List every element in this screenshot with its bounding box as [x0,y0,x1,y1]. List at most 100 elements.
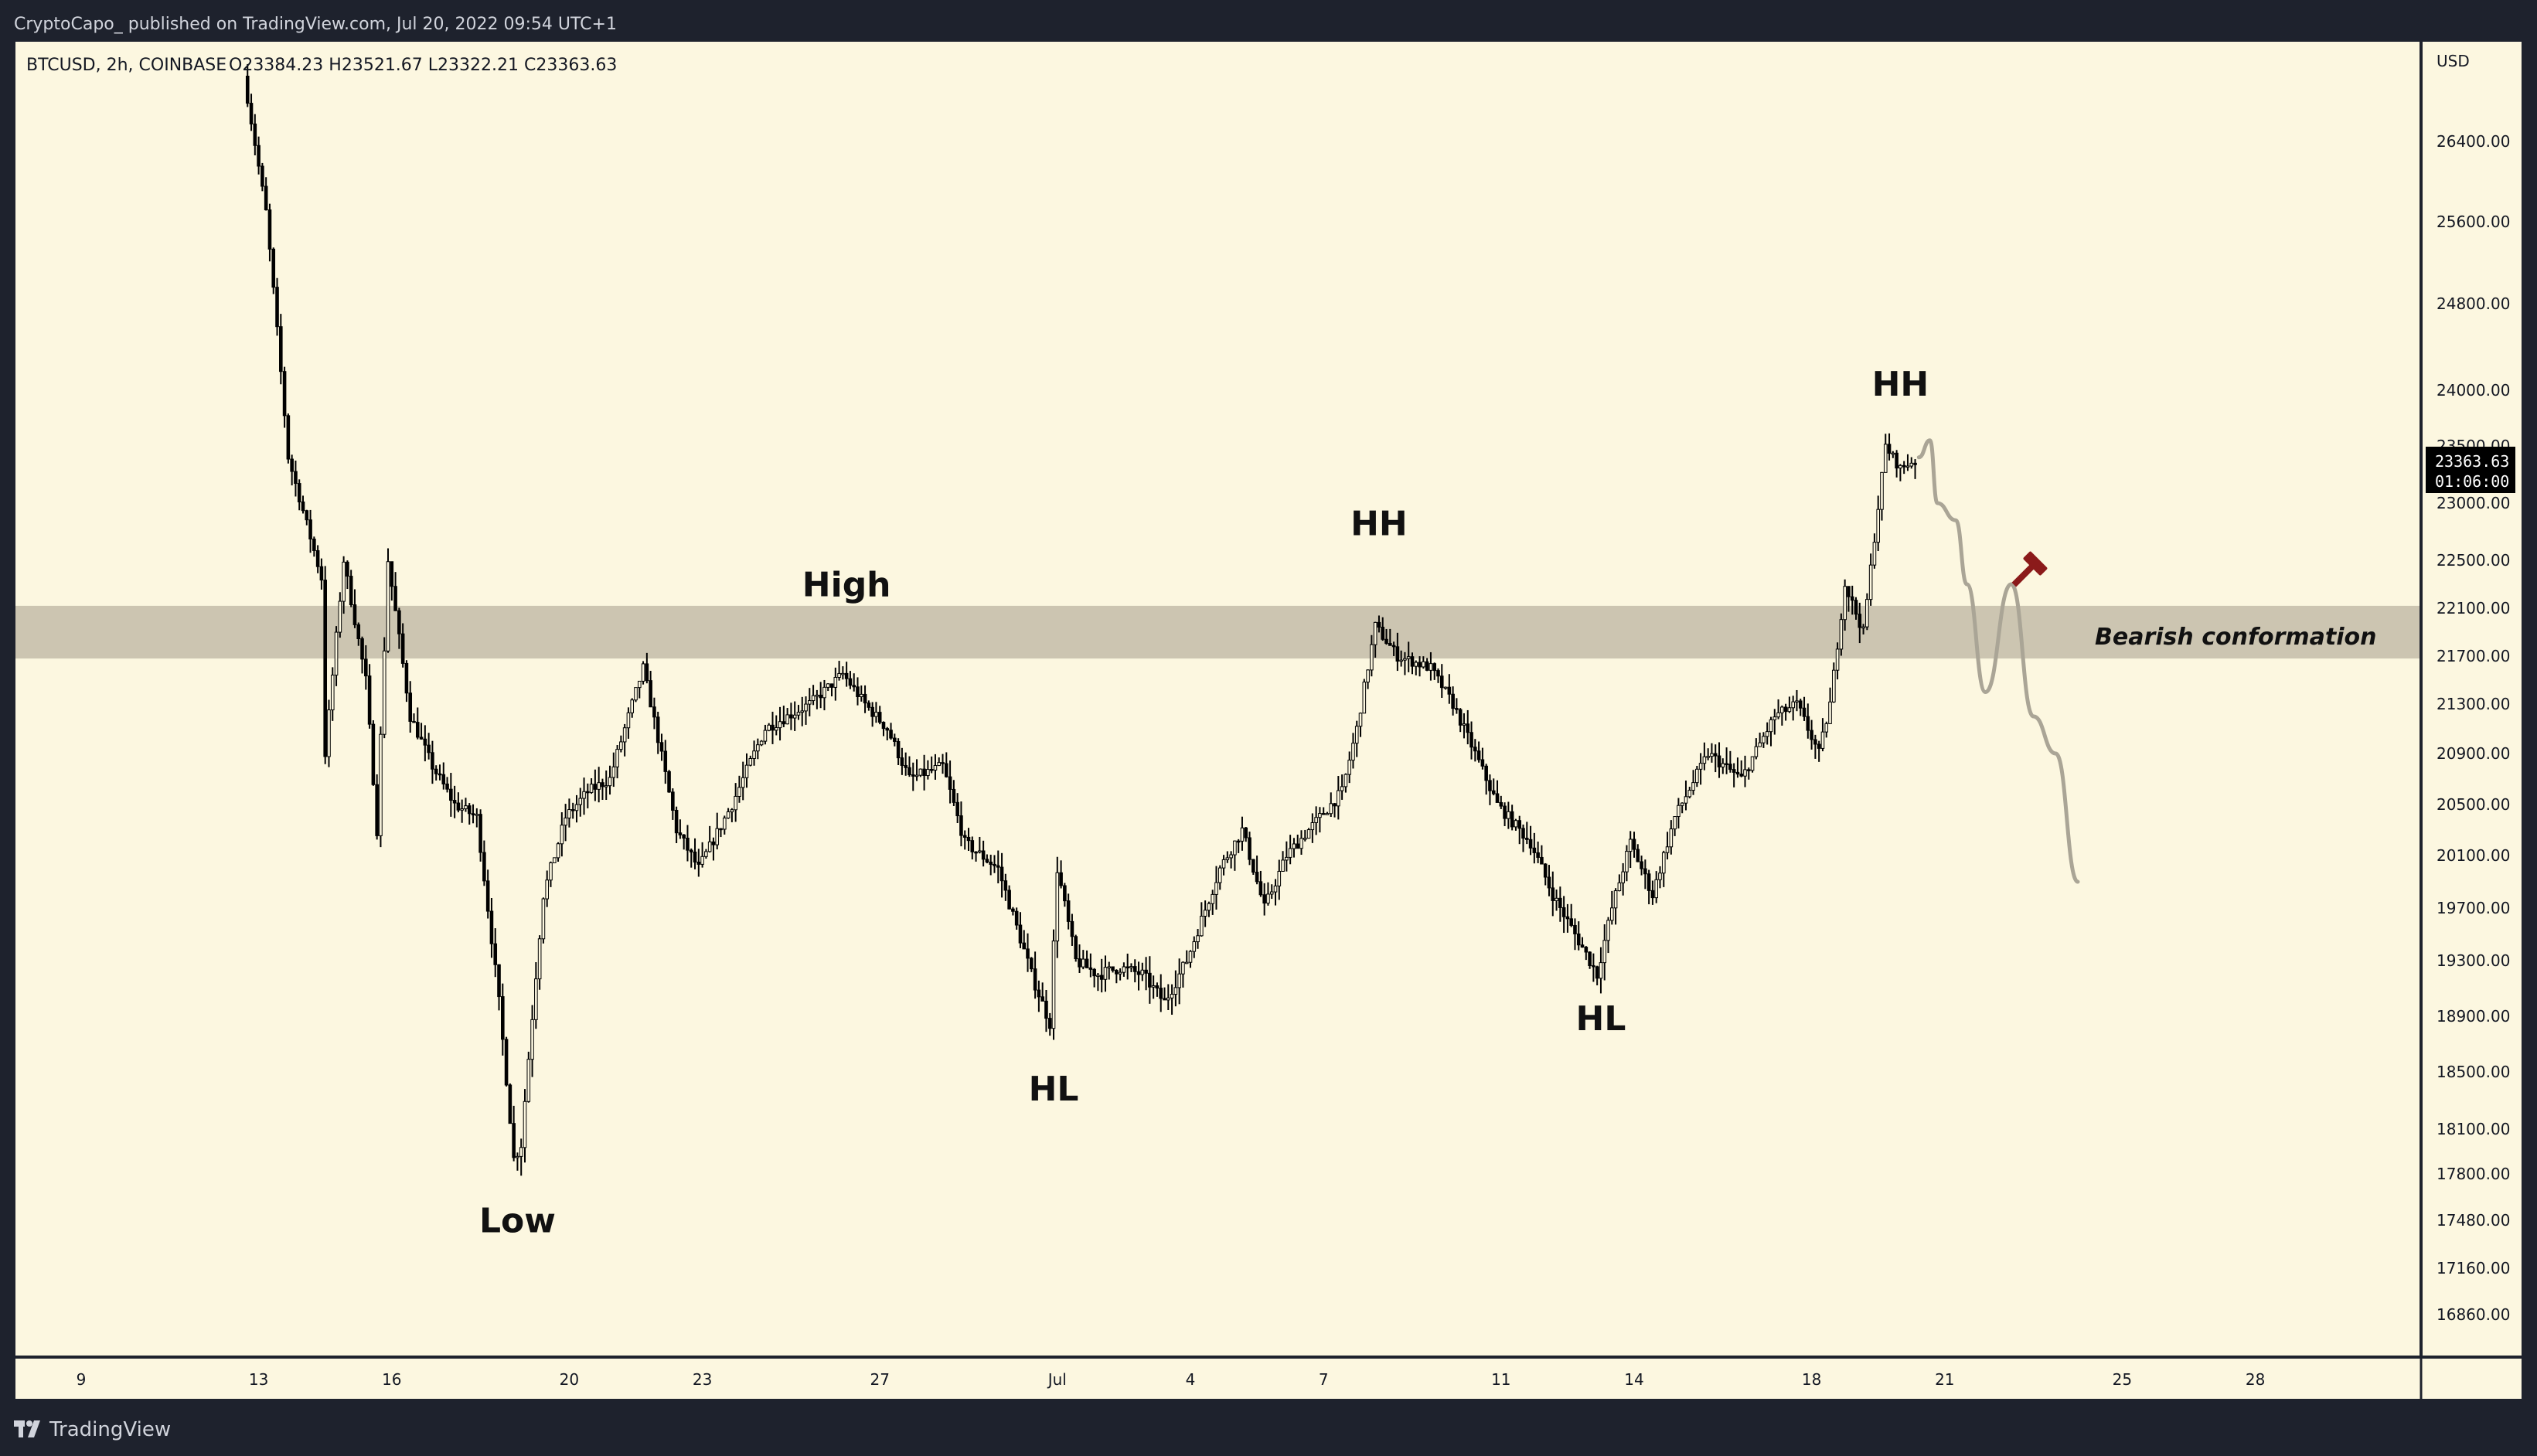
candle-body [393,586,397,611]
candle-body [1673,816,1677,830]
time-axis[interactable]: 9 13 16 20 23 27 Jul 4 7 11 14 18 21 25 28 [77,1370,2266,1389]
candle-body [1166,997,1170,1001]
candle-body [1695,768,1699,784]
candle-body [1406,656,1411,659]
candle-body [889,730,893,739]
candle-body [1640,861,1643,869]
candle-body [327,709,331,757]
candle-body [1044,1000,1048,1019]
candle-body [966,836,971,842]
candle-series [245,63,1917,1176]
candle-body [1835,648,1840,671]
candle-body [1543,863,1548,878]
candle-body [1517,820,1522,829]
candle-body [526,1059,531,1102]
candle-body [1310,822,1315,831]
price-axis[interactable]: 26400.0025600.0024800.0024000.0023500.00… [2437,132,2510,1324]
candle-body [682,834,686,839]
price-axis-background [2423,42,2522,1356]
candle-body [438,773,442,776]
candle-body [785,714,789,725]
candle-body [841,672,845,675]
candle-body [464,805,468,810]
candle-body [1414,662,1418,667]
candle-body [678,832,683,835]
candle-body [1532,847,1537,853]
candle-body [1898,464,1902,469]
price-tick-label: 24800.00 [2437,294,2510,313]
candle-body [959,815,963,836]
candle-body [264,185,268,211]
candle-body [379,733,383,836]
candle-body [1458,709,1463,726]
candle-body [1132,966,1137,972]
candle-body [719,828,723,831]
candle-body [1221,859,1226,869]
candle-body [1510,811,1514,828]
hammer-icon[interactable] [2005,551,2048,594]
candle-body [342,561,346,602]
publish-line: CryptoCapo_ published on TradingView.com… [14,15,617,34]
candle-body [962,835,967,838]
candle-body [641,663,645,682]
candle-body [1273,885,1278,893]
candle-body [508,1084,513,1124]
candle-body [1285,856,1289,861]
candle-body [431,752,434,770]
candle-body [1606,920,1610,941]
candle-body [874,712,878,717]
candle-body [1473,747,1477,752]
candle-body [996,865,1000,868]
candle-body [1602,940,1607,964]
candle-body [1070,920,1074,937]
candle-body [1373,621,1377,645]
candle-body [1802,707,1807,717]
candle-body [1314,817,1318,823]
candle-body [1824,723,1829,733]
candle-body [460,808,464,811]
candle-body [1854,600,1858,615]
plot-background [15,42,2420,1356]
tradingview-logo[interactable]: TradingView [14,1418,171,1441]
candle-body [308,519,312,539]
candle-body [1865,599,1869,628]
time-tick-label: 20 [560,1370,579,1389]
candle-body [663,750,668,772]
candle-body [1576,933,1581,946]
candle-body [1418,662,1422,668]
candle-body [1551,887,1555,901]
candle-body [671,791,675,811]
candle-body [1347,760,1351,775]
candle-body [1547,876,1551,889]
candle-body [282,371,287,417]
candle-body [981,850,986,860]
candle-body [275,287,279,328]
candle-body [271,248,276,288]
candle-body [556,843,560,859]
candle-body [560,825,564,845]
candle-body [674,809,679,834]
candle-body [1188,951,1193,963]
candle-body [297,483,301,502]
candle-body [1033,968,1037,991]
candle-body [1787,707,1792,713]
candle-body [1370,644,1374,671]
candle-body [1680,802,1684,806]
time-tick-label: 18 [1802,1370,1821,1389]
candle-body [1358,713,1363,727]
candle-body [1565,916,1570,920]
candle-body [974,851,978,854]
candle-body [604,785,608,788]
candle-body [896,740,901,759]
candle-body [1610,907,1614,921]
candle-body [319,566,324,581]
candle-body [1451,693,1455,709]
candle-body [1155,985,1160,989]
candle-body [1085,958,1089,968]
candle-body [844,672,849,679]
candle-body [352,604,357,625]
candle-body [570,809,575,811]
candle-body [1725,763,1728,766]
candle-body [1325,813,1330,815]
candle-body [1425,661,1429,671]
